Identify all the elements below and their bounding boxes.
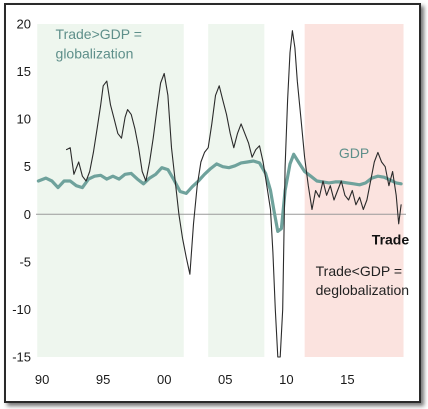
y-tick-label: -15 <box>12 350 31 365</box>
y-tick-label: 10 <box>17 112 31 127</box>
ann-trade: Trade <box>372 232 410 248</box>
annotations: Trade>GDP = globalization GDP Trade Trade<GD… <box>56 26 410 298</box>
ann-globalization-1: Trade>GDP = <box>56 26 142 42</box>
x-tick-label: 95 <box>96 372 110 387</box>
x-tick-label: 00 <box>157 372 171 387</box>
shaded-regions <box>37 24 404 357</box>
ann-gdp: GDP <box>339 145 369 161</box>
ann-deglobalization-1: Trade<GDP = <box>316 263 402 279</box>
y-tick-label: -5 <box>19 254 31 269</box>
x-tick-label: 90 <box>35 372 49 387</box>
x-tick-label: 15 <box>340 372 354 387</box>
series-layer <box>36 30 403 358</box>
shaded-region-3 <box>304 24 404 357</box>
ann-deglobalization-2: deglobalization <box>316 282 409 298</box>
tick-labels: 20 15 10 5 0 -5 -10 -15 90 95 00 05 10 15 <box>12 17 354 388</box>
x-tick-label: 05 <box>218 372 232 387</box>
series-line-gdp <box>36 152 403 233</box>
x-tick-label: 10 <box>279 372 293 387</box>
y-tick-label: 5 <box>24 159 31 174</box>
series-line-trade <box>65 30 402 358</box>
ann-globalization-2: globalization <box>56 45 134 61</box>
shaded-region-2 <box>208 24 265 357</box>
y-tick-label: -10 <box>12 302 31 317</box>
y-tick-label: 0 <box>24 207 31 222</box>
y-tick-label: 15 <box>17 64 31 79</box>
shaded-region-1 <box>37 24 184 357</box>
y-tick-label: 20 <box>17 17 31 32</box>
